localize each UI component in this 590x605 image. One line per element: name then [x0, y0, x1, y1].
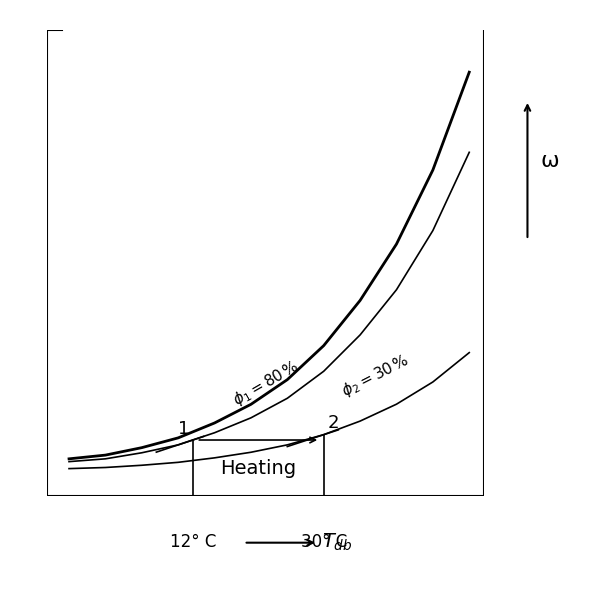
- Text: 2: 2: [327, 414, 339, 433]
- Text: $\phi_2= 30\,\%$: $\phi_2= 30\,\%$: [338, 351, 412, 401]
- Text: 12° C: 12° C: [169, 534, 216, 551]
- Text: $\phi_1= 80\,\%$: $\phi_1= 80\,\%$: [229, 356, 303, 410]
- Text: ω: ω: [540, 151, 559, 171]
- Text: 1: 1: [178, 420, 189, 437]
- Text: 30° C: 30° C: [300, 534, 347, 551]
- Text: Heating: Heating: [220, 459, 296, 477]
- Text: $T_{db}$: $T_{db}$: [322, 532, 353, 554]
